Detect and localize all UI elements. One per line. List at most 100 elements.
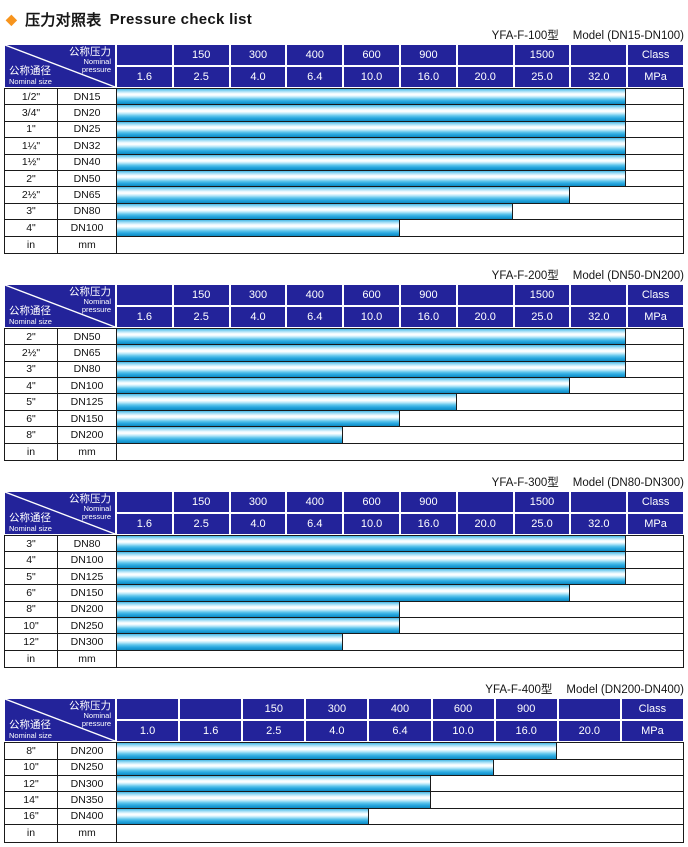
mpa-header-cell: 10.0 <box>343 513 400 536</box>
unit-mm-cell: mm <box>58 443 117 461</box>
diamond-icon: ◆ <box>6 11 18 27</box>
size-inch-cell: 1/2" <box>5 89 58 105</box>
bar-track <box>117 138 683 154</box>
bar-track <box>117 105 683 121</box>
pressure-bar <box>117 138 627 154</box>
size-inch-cell: 16" <box>5 808 58 825</box>
pressure-bar <box>117 568 627 585</box>
class-header-cell: 150 <box>172 44 230 66</box>
table-row: 12" DN300 <box>5 634 683 651</box>
table-row: 16" DN400 <box>5 808 683 826</box>
mpa-header-cell: 4.0 <box>229 513 287 536</box>
table-body: 8" DN200 10" DN250 12" DN300 14" DN350 16" DN400 i… <box>4 742 684 843</box>
class-header-cell: 400 <box>368 698 432 721</box>
bar-track <box>117 585 683 601</box>
bar-track <box>117 775 683 792</box>
size-dn-cell: DN80 <box>58 536 117 552</box>
table-caption: YFA-F-400型 Model (DN200-DN400) <box>4 683 684 697</box>
bar-track <box>117 170 683 187</box>
class-header-cell: 900 <box>399 283 457 306</box>
pressure-bar <box>117 154 627 170</box>
mpa-header-cell: 6.4 <box>286 513 344 536</box>
table-row: 4" DN100 <box>5 220 683 237</box>
class-header-cell: Class <box>627 44 684 66</box>
bar-track <box>117 808 683 825</box>
class-header-cell <box>570 283 628 306</box>
size-dn-cell: DN65 <box>58 345 117 361</box>
table-header: 公称压力 Nominal pressure 公称通径 Nominal size 150 30… <box>4 698 684 743</box>
table-row: 1¼" DN32 <box>5 138 683 155</box>
size-inch-cell: 5" <box>5 394 58 410</box>
class-header-cell: 150 <box>172 283 230 306</box>
mpa-header-cell: 20.0 <box>557 720 621 743</box>
class-header-cell <box>116 283 173 306</box>
table-row: 2" DN50 <box>5 328 683 346</box>
pressure-table: 公称压力 Nominal pressure 公称通径 Nominal size 150 30… <box>4 698 684 843</box>
pressure-table: 公称压力 Nominal pressure 公称通径 Nominal size 150 30… <box>4 491 684 669</box>
size-dn-cell: DN125 <box>58 568 117 585</box>
nominal-pressure-label: 公称压力 Nominal pressure <box>69 493 111 522</box>
diagonal-line <box>5 45 115 87</box>
nominal-pressure-label: 公称压力 Nominal pressure <box>69 700 111 729</box>
size-inch-cell: 6" <box>5 585 58 601</box>
pressure-bar <box>117 585 570 601</box>
class-header-cell: 900 <box>399 44 457 66</box>
mpa-header-cell: 32.0 <box>570 513 628 536</box>
bar-track <box>117 617 683 634</box>
size-dn-cell: DN150 <box>58 410 117 427</box>
pressure-bar <box>117 792 432 808</box>
class-header-cell: 400 <box>286 283 344 306</box>
size-inch-cell: 8" <box>5 743 58 759</box>
table-row: 5" DN125 <box>5 568 683 586</box>
class-header-cell: 300 <box>229 283 287 306</box>
class-header-cell: 600 <box>343 44 400 66</box>
size-dn-cell: DN350 <box>58 792 117 808</box>
table-row: 8" DN200 <box>5 743 683 760</box>
bar-track <box>117 328 683 345</box>
model-range: Model (DN15-DN100) <box>572 30 684 42</box>
table-row: 14" DN350 <box>5 792 683 809</box>
unit-inch-cell: in <box>5 443 58 461</box>
bar-track <box>117 410 683 427</box>
units-row: in mm <box>5 236 683 253</box>
pressure-bar <box>117 601 400 617</box>
nominal-size-label: 公称通径 Nominal size <box>9 65 52 86</box>
table-row: 4" DN100 <box>5 378 683 395</box>
mpa-header-cell: 1.6 <box>116 305 173 328</box>
page-title-zh: 压力对照表 <box>25 11 102 29</box>
units-row: in mm <box>5 825 683 842</box>
size-inch-cell: 14" <box>5 792 58 808</box>
size-dn-cell: DN200 <box>58 601 117 617</box>
table-row: 2½" DN65 <box>5 345 683 362</box>
size-dn-cell: DN200 <box>58 427 117 443</box>
table-body: 2" DN50 2½" DN65 3" DN80 4" DN100 5" DN125 6" DN150… <box>4 327 684 462</box>
class-header-cell <box>116 698 180 721</box>
mpa-header-cell: 20.0 <box>456 305 514 328</box>
mpa-header-cell: 25.0 <box>513 305 571 328</box>
size-inch-cell: 4" <box>5 552 58 568</box>
size-dn-cell: DN20 <box>58 105 117 121</box>
nominal-size-label: 公称通径 Nominal size <box>9 512 52 533</box>
mpa-header-cell: 10.0 <box>343 305 400 328</box>
mpa-header-cell: 1.6 <box>116 513 173 536</box>
table-body: 1/2" DN15 3/4" DN20 1" DN25 1¼" DN32 1½" DN40 2" DN… <box>4 88 684 254</box>
mpa-header-cell: 20.0 <box>456 66 514 88</box>
unit-inch-cell: in <box>5 236 58 253</box>
bar-track <box>117 220 683 236</box>
size-inch-cell: 1½" <box>5 154 58 170</box>
size-dn-cell: DN400 <box>58 808 117 825</box>
size-inch-cell: 3" <box>5 536 58 552</box>
size-dn-cell: DN50 <box>58 170 117 187</box>
size-dn-cell: DN300 <box>58 634 117 650</box>
tables-area: YFA-F-100型 Model (DN15-DN100) 公称压力 Nominal p… <box>0 29 688 843</box>
table-caption: YFA-F-200型 Model (DN50-DN200) <box>4 269 684 283</box>
mpa-header-cell: 10.0 <box>343 66 400 88</box>
bar-track <box>117 345 683 361</box>
bar-track <box>117 759 683 775</box>
table-row: 10" DN250 <box>5 759 683 776</box>
mpa-header-cell: 20.0 <box>456 513 514 536</box>
class-header-cell: 1500 <box>513 283 571 306</box>
bar-track <box>117 650 683 668</box>
bar-track <box>117 743 683 759</box>
pressure-bar <box>117 743 558 759</box>
